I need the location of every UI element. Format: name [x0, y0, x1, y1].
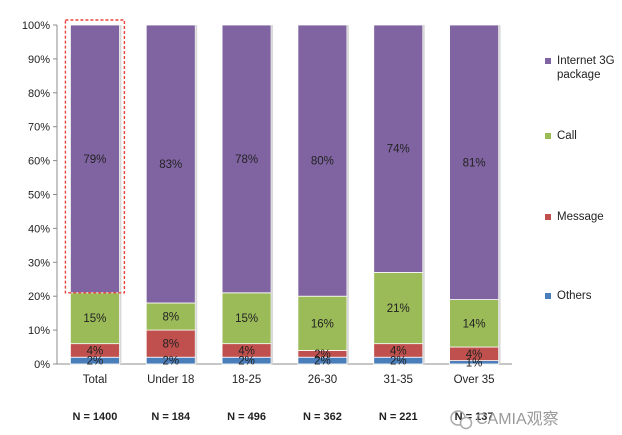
y-tick-label: 50%	[28, 190, 50, 202]
data-label: 8%	[162, 312, 179, 324]
sample-size-labels: N = 1400 N = 184 N = 496 N = 362 N = 221 N = …	[72, 411, 493, 423]
wechat-icon	[450, 410, 473, 430]
category-label: 26-30	[308, 374, 337, 386]
bar-shadow	[346, 25, 349, 364]
y-tick-label: 10%	[28, 325, 50, 337]
bar-segment	[373, 24, 424, 273]
bar-segment	[145, 24, 196, 304]
bar-segment	[297, 295, 348, 351]
bar-segment	[70, 24, 120, 294]
data-label: 15%	[235, 313, 258, 325]
y-tick-label: 60%	[28, 156, 50, 168]
category-label: 31-35	[384, 374, 413, 386]
bar-shadow	[271, 25, 274, 364]
bar-segment	[145, 329, 196, 358]
data-label: 4%	[466, 349, 483, 361]
sample-size-label: N = 362	[303, 411, 342, 423]
data-label: 14%	[463, 318, 486, 330]
data-label: 2%	[390, 356, 407, 368]
data-label: 81%	[463, 157, 486, 169]
y-tick-label: 100%	[22, 20, 50, 32]
watermark-text: CAMIA观察	[476, 410, 559, 428]
legend-swatch	[545, 293, 551, 299]
category-label: Over 35	[454, 374, 495, 386]
legend-label: Call	[557, 130, 577, 142]
category-labels: Total Under 18 18-25 26-30 31-35 Over 35	[83, 374, 495, 386]
y-tick-label: 40%	[28, 223, 50, 235]
sample-size-label: N = 1400	[72, 411, 117, 423]
data-label: 79%	[83, 154, 106, 166]
bar-segment	[221, 292, 272, 345]
legend-label: Others	[557, 290, 592, 302]
y-tick-label: 0%	[34, 359, 50, 371]
sample-size-label: N = 184	[151, 411, 191, 423]
category-label: 18-25	[232, 374, 261, 386]
bar-segment	[297, 24, 348, 297]
bar-segment	[70, 292, 120, 345]
watermark: CAMIA观察	[450, 410, 559, 430]
data-labels: 2%4%15%79%2%8%8%83%2%4%15%78%2%2%16%80%2…	[83, 144, 485, 370]
data-label: 1%	[466, 357, 483, 369]
y-tick-label: 30%	[28, 257, 50, 269]
bar-shadow	[422, 25, 425, 364]
data-label: 74%	[387, 144, 410, 156]
bar-segment	[221, 24, 272, 294]
data-label: 83%	[159, 159, 182, 171]
data-label: 21%	[387, 303, 410, 315]
bars	[70, 24, 501, 365]
y-tick-label: 70%	[28, 122, 50, 134]
bar-shadow	[119, 25, 122, 364]
legend-swatch	[545, 58, 551, 64]
data-label: 2%	[314, 356, 331, 368]
sample-size-label: N = 496	[227, 411, 266, 423]
data-label: 2%	[314, 349, 331, 361]
bar-segment	[373, 272, 424, 345]
data-label: 4%	[87, 345, 104, 357]
data-label: 80%	[311, 156, 334, 168]
data-label: 15%	[83, 313, 106, 325]
bar-segment	[449, 299, 499, 348]
data-label: 8%	[162, 339, 179, 351]
data-label: 16%	[311, 318, 334, 330]
legend: Internet 3G package Call Message Others	[545, 55, 615, 302]
y-tick-label: 90%	[28, 54, 50, 66]
y-axis: 0% 10% 20% 30% 40% 50% 60% 70% 80% 90% 100%	[22, 20, 512, 371]
legend-swatch	[545, 214, 551, 220]
category-label: Total	[83, 374, 107, 386]
y-tick-label: 20%	[28, 291, 50, 303]
legend-swatch	[545, 133, 551, 139]
data-label: 78%	[235, 154, 258, 166]
data-label: 2%	[87, 356, 104, 368]
legend-label: Message	[557, 211, 604, 223]
y-tick-label: 80%	[28, 88, 50, 100]
legend-label: Internet 3G package	[557, 55, 615, 81]
bar-segment	[145, 302, 196, 331]
highlight-box	[64, 19, 126, 294]
sample-size-label: N = 221	[379, 411, 418, 423]
category-label: Under 18	[147, 374, 194, 386]
highlight-dashed-box	[64, 19, 126, 294]
data-label: 4%	[238, 345, 255, 357]
data-label: 4%	[390, 345, 407, 357]
bar-shadow	[498, 25, 501, 364]
data-label: 2%	[238, 356, 255, 368]
bar-segment	[449, 24, 499, 300]
bar-shadow	[195, 25, 198, 364]
data-label: 2%	[162, 356, 179, 368]
